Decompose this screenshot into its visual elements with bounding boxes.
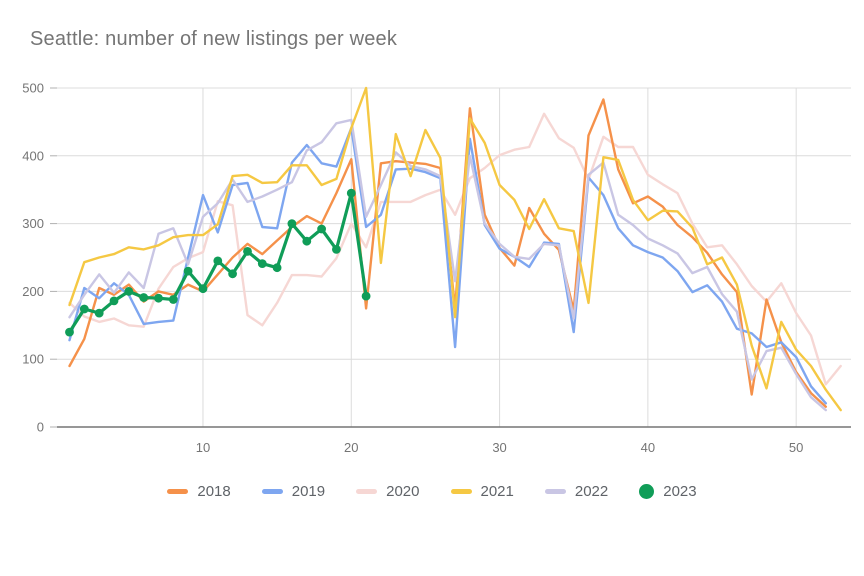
series-marker <box>243 247 252 256</box>
series-marker <box>168 295 178 304</box>
series-marker <box>139 293 149 302</box>
legend-swatch-2022 <box>544 489 566 494</box>
y-tick-label: 0 <box>37 420 44 435</box>
series-marker <box>228 269 238 279</box>
x-tick-label: 30 <box>492 440 506 455</box>
legend-item-2020: 2020 <box>356 483 420 500</box>
x-tick-label: 10 <box>196 440 210 455</box>
series-marker <box>317 224 326 234</box>
legend-item-2023: 2023 <box>639 483 697 500</box>
chart-legend: 2018 2019 2020 2021 2022 2023 <box>0 483 864 500</box>
series-marker <box>257 259 267 268</box>
series-marker <box>154 293 163 303</box>
series-marker <box>94 308 104 318</box>
x-tick-label: 20 <box>344 440 358 455</box>
y-tick-label: 500 <box>22 81 44 96</box>
series-marker <box>287 219 297 229</box>
y-axis-labels: 0 100 200 300 400 500 <box>22 81 44 435</box>
series-markers-2023 <box>65 188 371 337</box>
series-marker <box>272 263 282 273</box>
series-marker <box>79 304 89 314</box>
legend-label-2021: 2021 <box>480 483 514 500</box>
series-line-2019 <box>68 126 827 405</box>
series-marker <box>302 236 312 246</box>
y-tick-label: 300 <box>22 216 44 231</box>
legend-item-2019: 2019 <box>261 483 326 500</box>
series-marker <box>183 266 193 276</box>
x-axis-labels: 10 20 30 40 50 <box>196 440 804 455</box>
legend-label-2023: 2023 <box>663 483 697 500</box>
y-tick-label: 100 <box>22 352 44 367</box>
series-line-2020 <box>68 112 842 386</box>
series-marker <box>346 188 356 198</box>
series-marker <box>361 291 371 301</box>
legend-item-2021: 2021 <box>450 483 514 500</box>
legend-swatch-2018 <box>167 489 189 494</box>
legend-label-2020: 2020 <box>386 483 420 500</box>
series-marker <box>198 284 208 294</box>
legend-swatch-2023 <box>639 484 655 499</box>
series-marker <box>332 245 341 254</box>
y-tick-label: 400 <box>22 148 44 163</box>
legend-swatch-2020 <box>356 489 378 494</box>
legend-item-2022: 2022 <box>544 483 609 500</box>
legend-label-2018: 2018 <box>197 483 231 500</box>
x-gridlines <box>202 88 797 427</box>
series-marker <box>213 256 223 266</box>
series-line-2021 <box>68 86 842 412</box>
chart-title: Seattle: number of new listings per week <box>30 28 398 50</box>
legend-label-2019: 2019 <box>291 483 326 500</box>
y-tick-label: 200 <box>22 284 44 299</box>
series-marker <box>109 296 119 306</box>
legend-swatch-2019 <box>261 489 283 494</box>
series-marker <box>65 327 74 337</box>
legend-label-2022: 2022 <box>574 483 609 500</box>
x-tick-label: 40 <box>641 440 655 455</box>
series-marker <box>124 287 134 296</box>
legend-swatch-2021 <box>450 489 472 494</box>
legend-item-2018: 2018 <box>167 483 231 500</box>
x-tick-label: 50 <box>789 440 803 455</box>
